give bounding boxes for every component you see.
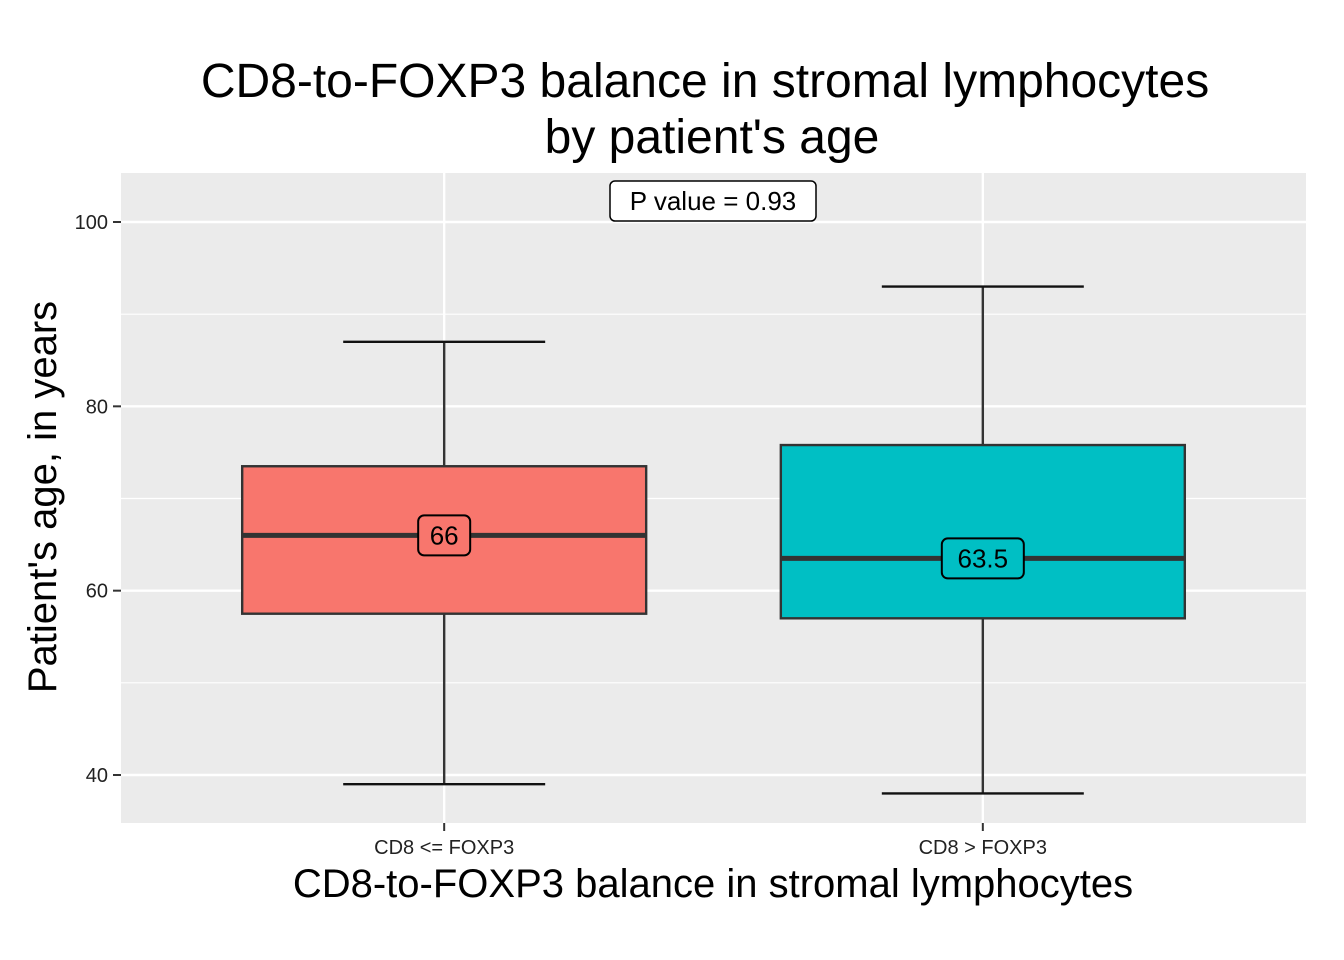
y-tick-label: 80: [86, 396, 108, 418]
median-label: 63.5: [958, 543, 1009, 573]
y-tick-label: 100: [75, 212, 108, 234]
y-axis: 40 60 80 100: [75, 212, 121, 787]
p-value-label-box: [609, 180, 817, 222]
p-value-annotation: P value = 0.93: [609, 180, 817, 222]
y-tick-label: 60: [86, 581, 108, 603]
box-group: 63.5: [779, 285, 1187, 795]
p-value-label: P value = 0.93: [630, 186, 797, 216]
box-series: 66 63.5: [240, 285, 1187, 795]
median-label-box: [417, 514, 472, 557]
box: [779, 443, 1187, 620]
y-axis-title: Patient's age, in years: [21, 301, 65, 693]
median-label-box: [940, 537, 1025, 580]
median-label: 66: [430, 520, 459, 550]
box-group: 66: [240, 340, 648, 786]
chart-title-line-2: by patient's age: [545, 111, 880, 164]
chart-title-line-1: CD8-to-FOXP3 balance in stromal lymphocy…: [201, 55, 1209, 108]
x-tick-label: CD8 <= FOXP3: [374, 837, 514, 859]
x-axis-title: CD8-to-FOXP3 balance in stromal lymphocy…: [293, 862, 1133, 906]
y-tick-label: 40: [86, 765, 108, 787]
x-axis: CD8 <= FOXP3 CD8 > FOXP3: [374, 823, 1047, 859]
x-tick-label: CD8 > FOXP3: [919, 837, 1047, 859]
